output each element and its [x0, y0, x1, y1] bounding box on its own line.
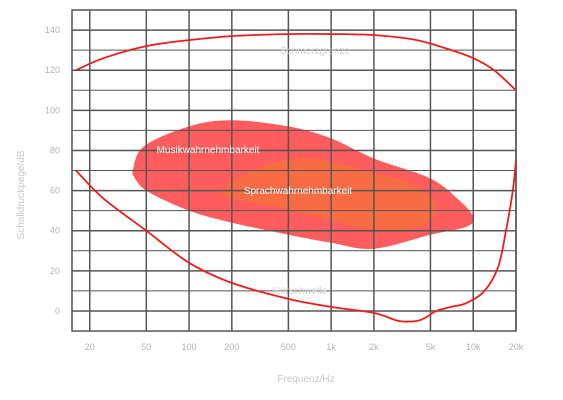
y-tick-label: 60: [50, 186, 60, 196]
x-tick-label: 500: [281, 342, 296, 352]
regions-layer: [132, 120, 474, 249]
series-line-pain-threshold: [75, 32, 517, 91]
y-tick-label: 0: [55, 306, 60, 316]
x-tick-label: 10k: [466, 342, 481, 352]
y-tick-label: 80: [50, 145, 60, 155]
x-tick-label: 50: [141, 342, 151, 352]
ticks-layer: 20 50 100 200 500 1k 2k 5k 10k 20k 0 20 40 60 80 100 120…: [45, 25, 524, 352]
region-speech: [221, 158, 437, 231]
x-tick-label: 2k: [369, 342, 379, 352]
x-tick-label: 100: [182, 342, 197, 352]
y-axis-title: Schalldruckpege/dB: [16, 150, 27, 239]
label-music-region: Musikwahrnehmbarkeit: [157, 145, 260, 156]
series-line-hearing-threshold: [75, 160, 517, 323]
x-tick-label: 5k: [426, 342, 436, 352]
y-tick-label: 120: [45, 65, 60, 75]
label-pain-threshold: Schmerzgrenze: [280, 46, 350, 57]
grid-layer: [71, 9, 517, 332]
x-tick-label: 20: [85, 342, 95, 352]
y-tick-label: 20: [50, 266, 60, 276]
x-tick-label: 200: [224, 342, 239, 352]
curves-layer: [75, 32, 517, 323]
x-tick-label: 20k: [509, 342, 524, 352]
x-axis-title: Frequenz/Hz: [277, 374, 334, 385]
y-tick-label: 140: [45, 25, 60, 35]
x-tick-label: 1k: [326, 342, 336, 352]
y-tick-label: 100: [45, 105, 60, 115]
label-speech-region: Sprachwahrnehmbarkeit: [244, 186, 353, 197]
label-hearing-threshold: Hörschwelle: [273, 286, 328, 297]
y-tick-label: 40: [50, 226, 60, 236]
labels-layer: Schmerzgrenze Hörschwelle Musikwahrnehmbar…: [157, 46, 353, 297]
